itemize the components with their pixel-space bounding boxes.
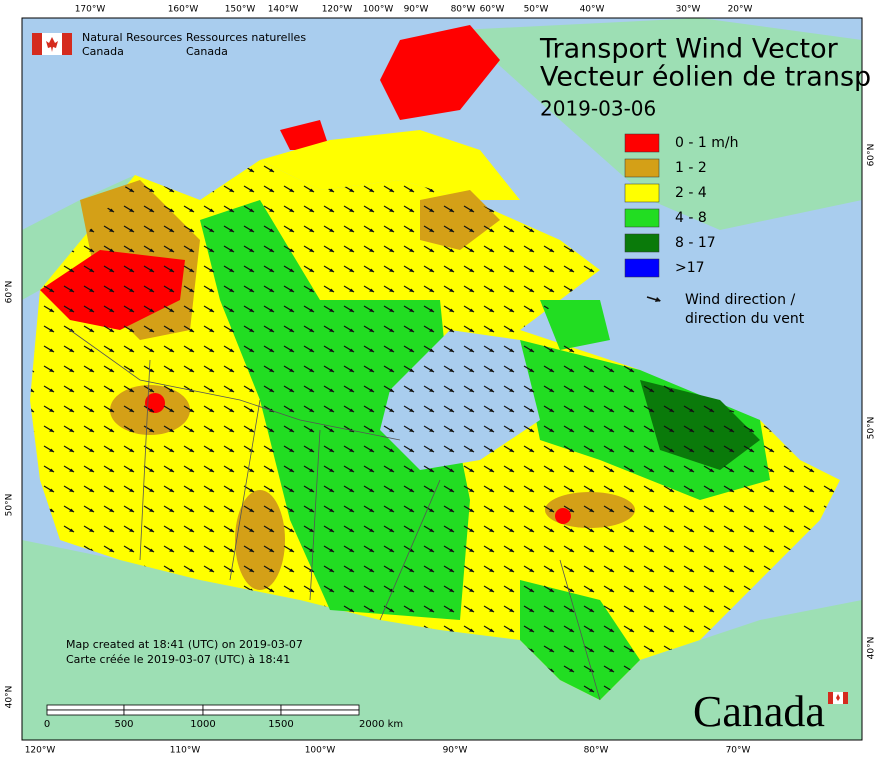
legend-label: >17 [675,260,705,276]
graticule-label: 120°W [25,746,56,756]
graticule-label: 120°W [322,5,353,15]
arctic-4-8 [540,300,610,350]
graticule-label: 60°N [5,281,15,304]
legend-arrow-label: direction du vent [685,311,805,327]
graticule-label: 40°N [5,686,15,709]
scale-segment [46,709,125,716]
usa [22,540,862,740]
credit: Map created at 18:41 (UTC) on 2019-03-07 [66,638,303,651]
graticule-label: 80°W [584,746,609,756]
scale-segment [280,709,360,716]
graticule-label: 70°W [726,746,751,756]
legend-swatch [624,233,660,253]
graticule-label: 170°W [75,5,106,15]
graticule-label: 90°W [443,746,468,756]
legend-swatch [624,158,660,178]
wordmark: Canada [693,687,825,736]
graticule-label: 50°N [5,494,15,517]
legend-label: 8 - 17 [675,235,716,251]
graticule-label: 50°N [867,417,877,440]
frame [21,17,863,741]
graticule-label: 40°N [867,637,877,660]
scale-label: 1500 [268,719,293,730]
legend-swatch [624,183,660,203]
arctic-2-4 [260,130,520,200]
scale-label: 2000 km [359,719,403,730]
legend-swatch [624,258,660,278]
credit: Carte créée le 2019-03-07 (UTC) à 18:41 [66,653,290,666]
graticule-label: 20°W [728,5,753,15]
title: Vecteur éolien de transp [540,62,871,93]
graticule-label: 40°W [580,5,605,15]
agency-fr: Ressources naturelles [186,31,306,44]
graticule-label: 60°W [480,5,505,15]
graticule-label: 160°W [168,5,199,15]
graticule-label: 110°W [170,746,201,756]
scale-segment [123,704,204,711]
scale-segment [202,704,282,711]
legend-swatch [624,133,660,153]
map-body [22,18,862,740]
scale-segment [280,704,360,711]
scale-label: 500 [114,719,133,730]
scale-segment [202,709,282,716]
agency-en: Canada [82,45,124,58]
agency-en: Natural Resources [82,31,183,44]
graticule-label: 90°W [404,5,429,15]
scale-segment [123,709,204,716]
legend-label: 1 - 2 [675,160,707,176]
wordmark-flag [828,692,848,704]
graticule-label: 150°W [225,5,256,15]
legend-label: 2 - 4 [675,185,707,201]
title: Transport Wind Vector [539,34,839,65]
scale-segment [46,704,125,711]
graticule-label: 60°N [867,144,877,167]
greenland [460,18,862,230]
graticule-label: 50°W [524,5,549,15]
graticule-label: 140°W [268,5,299,15]
graticule-label: 80°W [451,5,476,15]
legend-label: 0 - 1 m/h [675,135,738,151]
legend-arrow-label: Wind direction / [685,292,795,308]
graticule-label: 100°W [305,746,336,756]
flag [32,33,72,55]
graticule-label: 30°W [676,5,701,15]
scale-label: 0 [44,719,50,730]
date: 2019-03-06 [540,97,656,121]
scale-label: 1000 [190,719,215,730]
legend-swatch [624,208,660,228]
borders [69,329,601,701]
legend-arrow-head [655,297,661,302]
legend-label: 4 - 8 [675,210,707,226]
arctic-0-1 [280,120,330,150]
agency-fr: Canada [186,45,228,58]
arctic-0-1 [380,25,500,120]
graticule-label: 100°W [363,5,394,15]
